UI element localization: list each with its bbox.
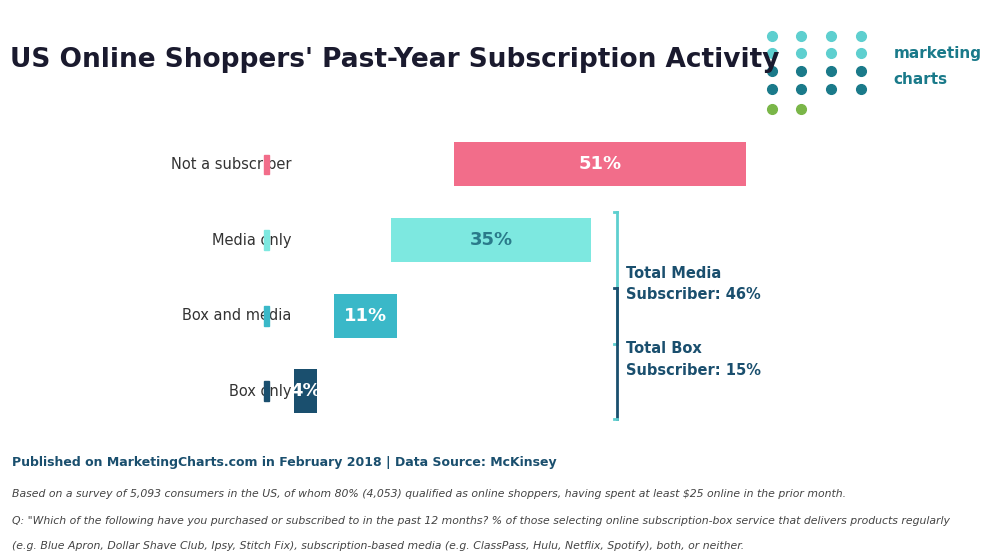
Text: Q: "Which of the following have you purchased or subscribed to in the past 12 mo: Q: "Which of the following have you purc… xyxy=(12,516,950,526)
Text: Total Box: Total Box xyxy=(626,341,701,356)
Text: Subscriber: 15%: Subscriber: 15% xyxy=(626,362,761,377)
Text: marketing: marketing xyxy=(893,46,981,61)
Text: 35%: 35% xyxy=(470,231,513,249)
Text: Total Media: Total Media xyxy=(626,266,721,281)
Bar xyxy=(264,155,269,174)
Text: (e.g. Blue Apron, Dollar Shave Club, Ipsy, Stitch Fix), subscription-based media: (e.g. Blue Apron, Dollar Shave Club, Ips… xyxy=(12,541,744,551)
Bar xyxy=(264,306,269,326)
Text: 11%: 11% xyxy=(344,307,387,325)
Text: 4%: 4% xyxy=(290,382,321,400)
Bar xyxy=(294,370,317,413)
Bar xyxy=(264,230,269,250)
Text: Not a subscriber: Not a subscriber xyxy=(171,157,291,172)
Bar xyxy=(264,381,269,401)
Text: Box only: Box only xyxy=(229,384,291,399)
Text: charts: charts xyxy=(893,72,948,88)
Text: Based on a survey of 5,093 consumers in the US, of whom 80% (4,053) qualified as: Based on a survey of 5,093 consumers in … xyxy=(12,489,846,499)
Text: Box and media: Box and media xyxy=(182,308,291,323)
Bar xyxy=(334,294,397,337)
Text: 51%: 51% xyxy=(578,155,622,173)
Text: Published on MarketingCharts.com in February 2018 | Data Source: McKinsey: Published on MarketingCharts.com in Febr… xyxy=(12,456,557,469)
Bar xyxy=(391,218,591,262)
Text: Subscriber: 46%: Subscriber: 46% xyxy=(626,287,760,302)
Bar xyxy=(454,143,746,186)
Text: US Online Shoppers' Past-Year Subscription Activity: US Online Shoppers' Past-Year Subscripti… xyxy=(10,47,780,73)
Text: Media only: Media only xyxy=(212,233,291,248)
